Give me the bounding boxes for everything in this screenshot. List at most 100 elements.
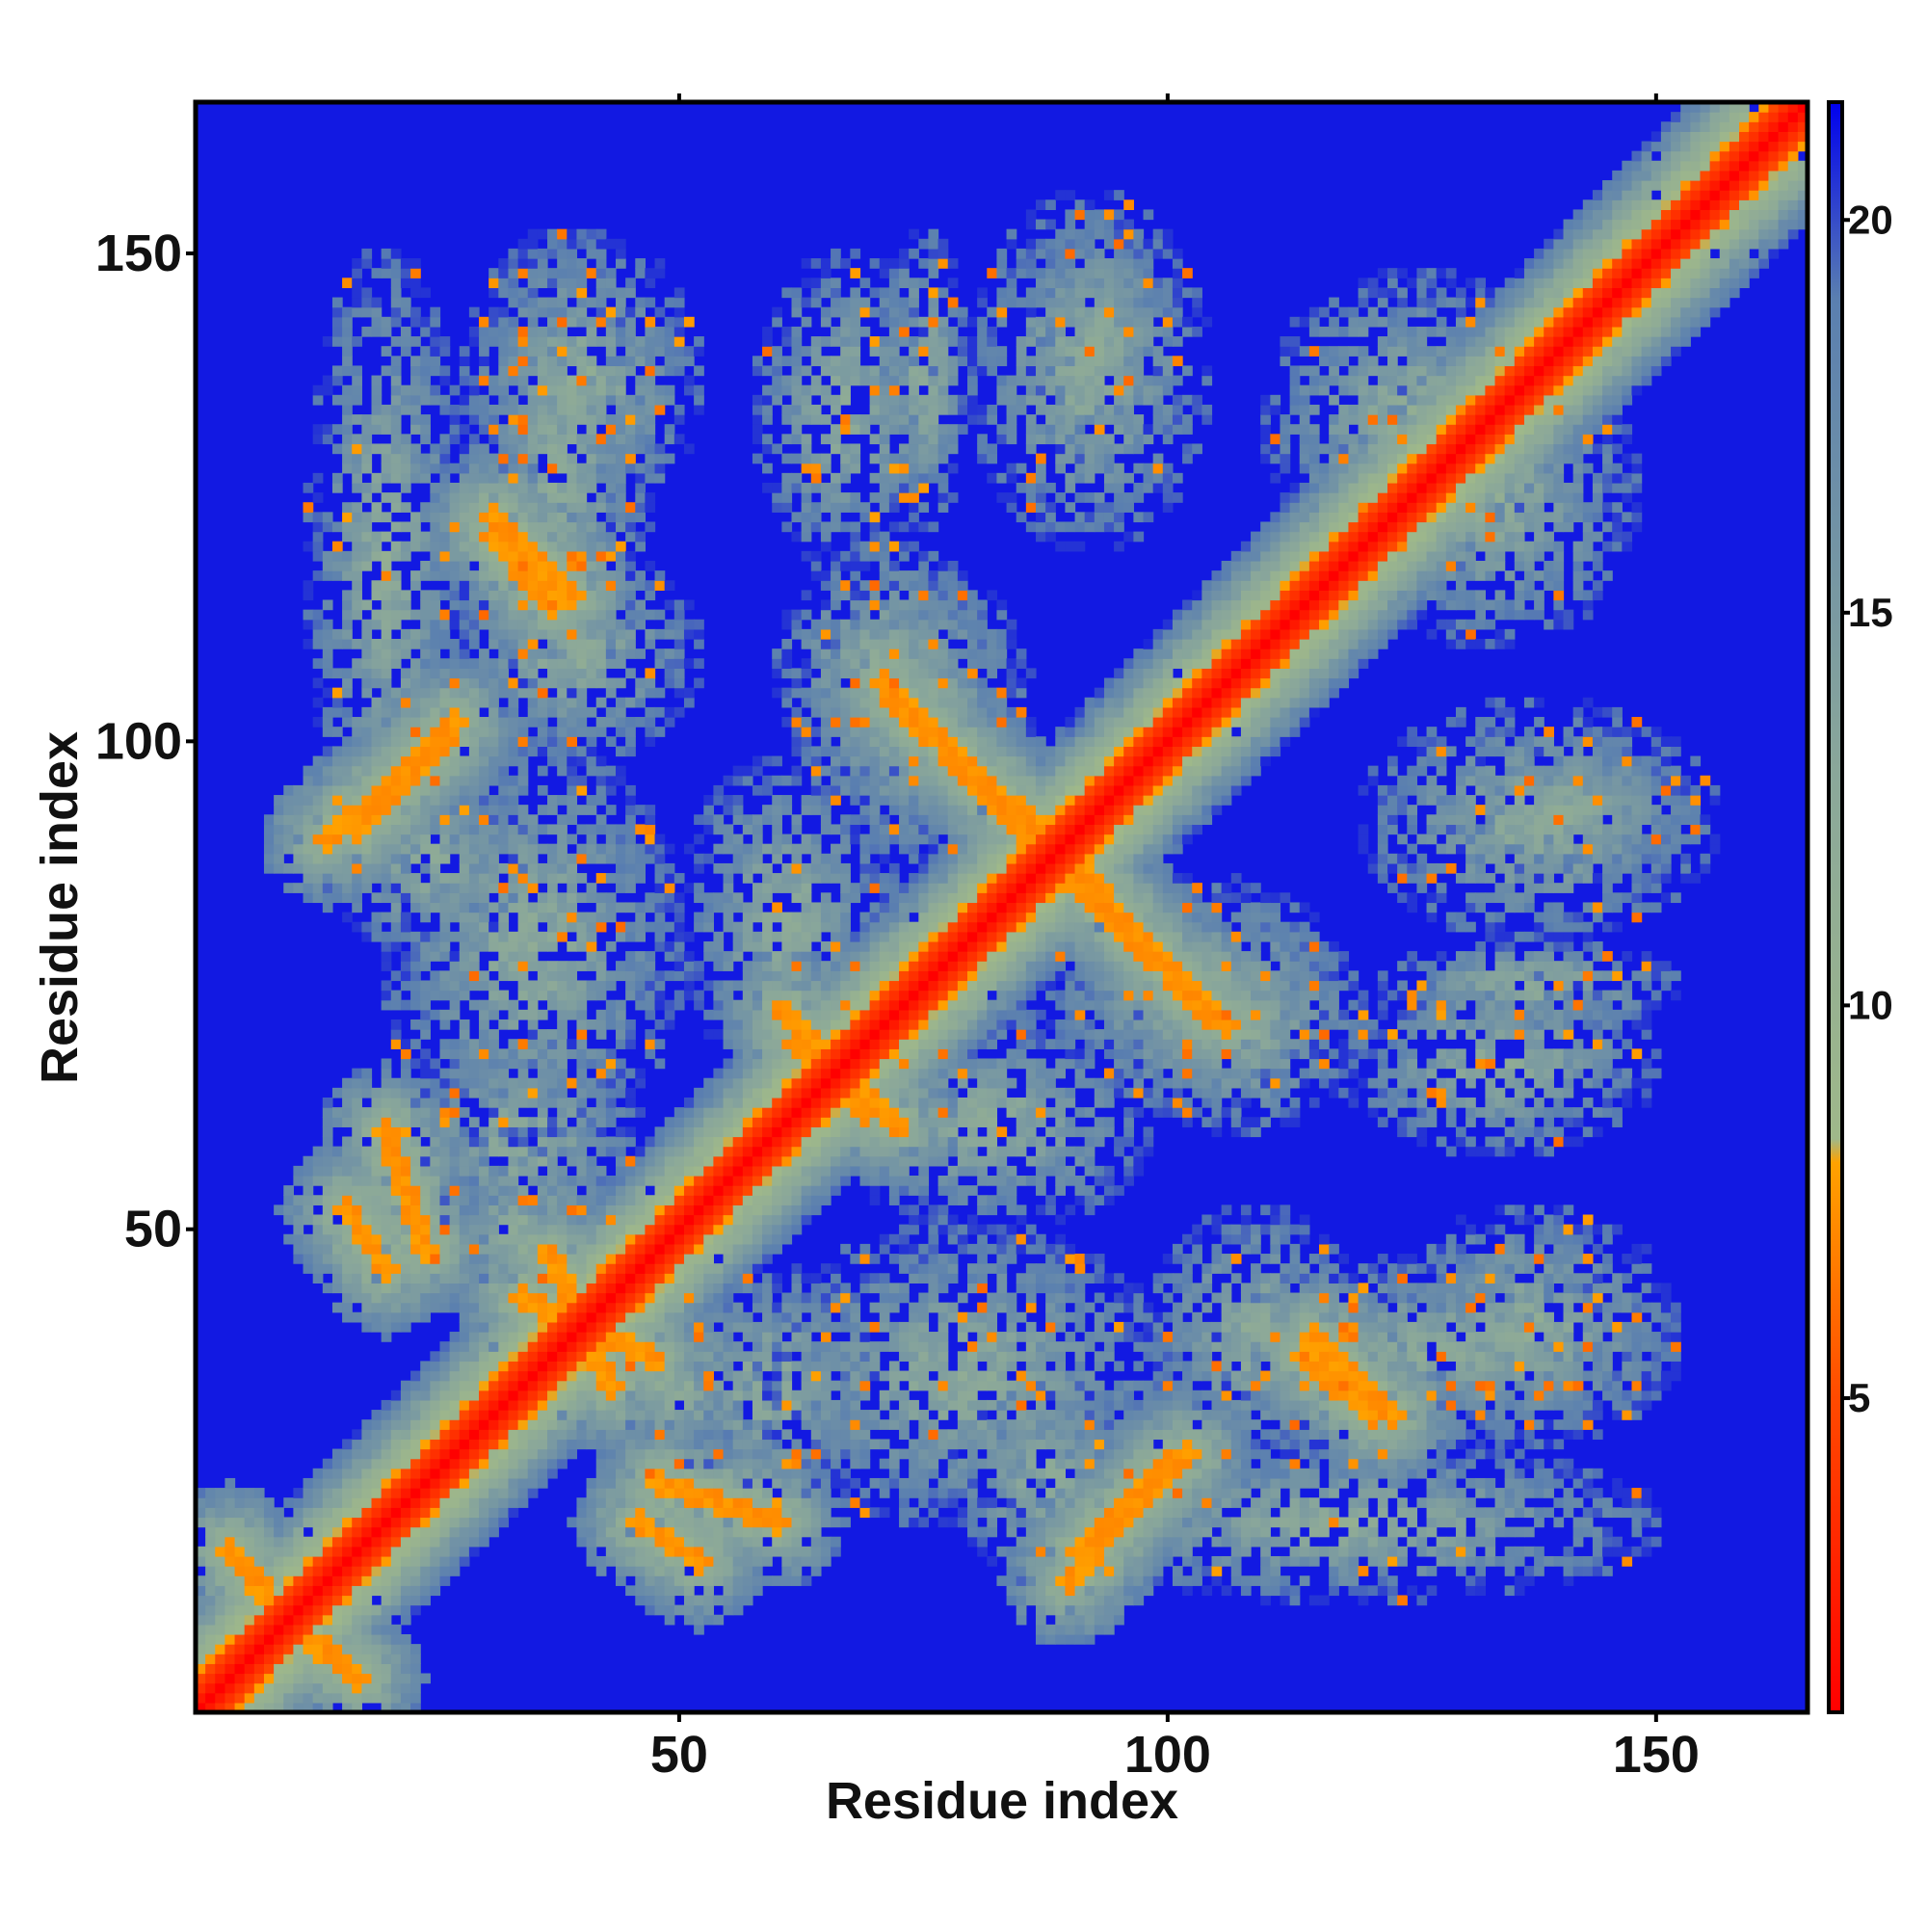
- heatmap-cell: [742, 1214, 753, 1226]
- heatmap-cell: [537, 1351, 548, 1363]
- heatmap-cell: [723, 1087, 734, 1098]
- heatmap-cell: [508, 356, 519, 367]
- heatmap-cell: [342, 1507, 353, 1519]
- heatmap-cell: [645, 1595, 656, 1606]
- heatmap-cell: [537, 326, 548, 337]
- heatmap-cell: [449, 521, 461, 533]
- heatmap-cell: [410, 639, 421, 649]
- heatmap-cell: [673, 668, 685, 679]
- heatmap-cell: [576, 1507, 588, 1519]
- heatmap-cell: [352, 1604, 362, 1616]
- heatmap-cell: [224, 1682, 236, 1694]
- heatmap-cell: [479, 502, 489, 513]
- heatmap-cell: [420, 883, 431, 893]
- heatmap-cell: [547, 999, 558, 1011]
- heatmap-cell: [234, 1604, 246, 1616]
- heatmap-cell: [479, 316, 489, 328]
- heatmap-cell: [468, 434, 480, 445]
- heatmap-cell: [605, 1351, 617, 1363]
- heatmap-cell: [410, 384, 421, 396]
- heatmap-cell: [625, 1448, 636, 1460]
- heatmap-cell: [293, 1243, 304, 1255]
- heatmap-cell: [664, 1146, 675, 1157]
- heatmap-cell: [488, 482, 499, 493]
- heatmap-cell: [625, 1263, 636, 1274]
- heatmap-cell: [576, 1136, 588, 1148]
- heatmap-cell: [586, 1497, 597, 1508]
- heatmap-cell: [605, 736, 617, 747]
- heatmap-cell: [654, 1410, 666, 1420]
- heatmap-cell: [390, 375, 402, 386]
- heatmap-cell: [576, 521, 588, 533]
- heatmap-cell: [567, 502, 578, 513]
- heatmap-cell: [586, 1117, 597, 1127]
- heatmap-cell: [488, 580, 499, 591]
- heatmap-cell: [625, 453, 636, 464]
- heatmap-cell: [488, 336, 499, 347]
- heatmap-cell: [508, 862, 519, 874]
- heatmap-cell: [537, 697, 548, 708]
- heatmap-cell: [479, 492, 489, 503]
- heatmap-cell: [508, 1233, 519, 1245]
- heatmap-cell: [293, 1633, 304, 1645]
- heatmap-cell: [694, 1165, 704, 1177]
- heatmap-cell: [615, 1292, 626, 1304]
- heatmap-cell: [508, 1361, 519, 1372]
- heatmap-cell: [459, 892, 470, 904]
- heatmap-cell: [342, 1439, 353, 1450]
- heatmap-cell: [664, 336, 675, 347]
- heatmap-cell: [635, 1254, 647, 1264]
- heatmap-cell: [595, 1458, 607, 1469]
- heatmap-cell: [459, 1477, 470, 1489]
- heatmap-cell: [527, 453, 539, 464]
- heatmap-cell: [645, 921, 656, 933]
- heatmap-cell: [517, 414, 529, 425]
- heatmap-cell: [371, 502, 383, 513]
- heatmap-cell: [361, 1292, 373, 1304]
- heatmap-cell: [654, 1019, 666, 1030]
- heatmap-cell: [459, 873, 470, 884]
- heatmap-cell: [742, 1039, 753, 1049]
- heatmap-cell: [527, 346, 539, 357]
- heatmap-cell: [253, 1595, 265, 1606]
- heatmap-cell: [283, 1604, 294, 1616]
- heatmap-cell: [645, 1517, 656, 1528]
- heatmap-cell: [645, 463, 656, 474]
- heatmap-cell: [508, 1146, 519, 1157]
- heatmap-cell: [331, 1224, 343, 1235]
- heatmap-cell: [732, 1077, 744, 1089]
- heatmap-cell: [567, 902, 578, 913]
- heatmap-cell: [274, 814, 284, 826]
- heatmap-cell: [645, 834, 656, 845]
- heatmap-cell: [449, 1009, 461, 1020]
- heatmap-cell: [468, 765, 480, 777]
- heatmap-cell: [517, 1311, 529, 1323]
- heatmap-cell: [586, 795, 597, 806]
- heatmap-cell: [694, 1292, 704, 1304]
- heatmap-cell: [508, 1165, 519, 1177]
- heatmap-cell: [595, 1048, 607, 1060]
- heatmap-cell: [595, 1087, 607, 1098]
- heatmap-cell: [694, 1302, 704, 1313]
- heatmap-cell: [595, 453, 607, 464]
- heatmap-cell: [517, 1273, 529, 1284]
- heatmap-cell: [645, 1254, 656, 1264]
- heatmap-cell: [479, 1292, 489, 1304]
- heatmap-cell: [468, 1526, 480, 1538]
- heatmap-cell: [361, 512, 373, 523]
- heatmap-cell: [645, 1429, 656, 1441]
- heatmap-cell: [605, 424, 617, 435]
- heatmap-cell: [567, 394, 578, 406]
- heatmap-cell: [576, 1087, 588, 1098]
- heatmap-cell: [263, 1702, 275, 1712]
- heatmap-cell: [654, 1302, 666, 1313]
- heatmap-cell: [322, 746, 333, 757]
- heatmap-cell: [400, 775, 411, 786]
- heatmap-cell: [673, 1370, 685, 1382]
- heatmap-cell: [664, 668, 675, 679]
- heatmap-cell: [635, 1146, 647, 1157]
- heatmap-cell: [615, 1332, 626, 1342]
- heatmap-cell: [293, 853, 304, 864]
- heatmap-cell: [439, 1097, 451, 1108]
- heatmap-cell: [468, 883, 480, 893]
